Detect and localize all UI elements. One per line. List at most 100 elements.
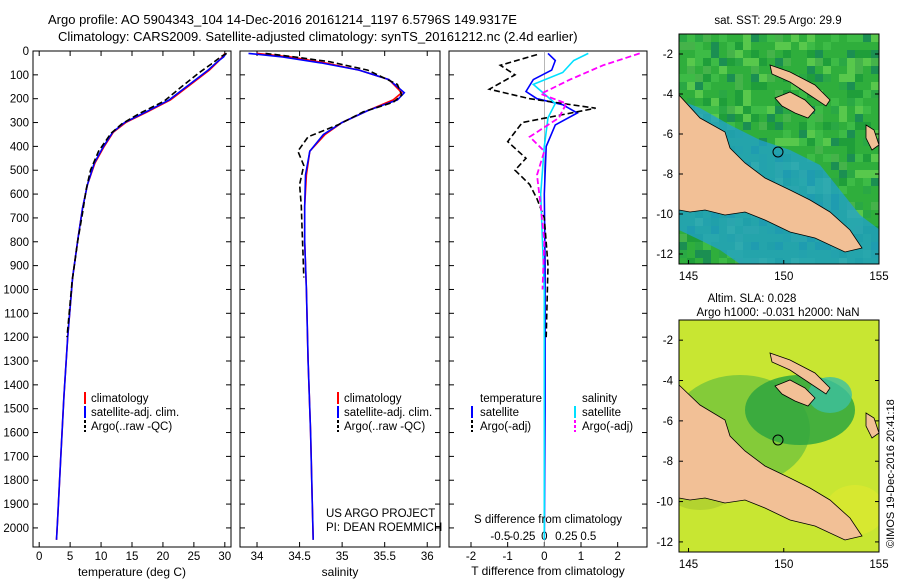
sst-cell	[703, 58, 711, 66]
sst-cell	[743, 114, 751, 122]
difference-series	[487, 51, 640, 547]
salinity-satellite-line	[248, 52, 406, 540]
sst-cell	[847, 58, 855, 66]
s-satellite-diff-line	[531, 52, 589, 540]
temperature-argo-line	[66, 52, 228, 338]
sst-cell	[847, 170, 855, 178]
salinity-series	[248, 52, 406, 540]
sst-cell	[679, 234, 687, 242]
pi-label: PI: DEAN ROEMMICH	[326, 522, 442, 534]
legend-argo-label: Argo(..raw -QC)	[344, 421, 425, 433]
sst-cell	[775, 90, 783, 98]
sst-cell	[799, 90, 807, 98]
sst-cell	[815, 50, 823, 58]
sst-cell	[687, 34, 695, 42]
sst-cell	[863, 58, 871, 66]
sst-cell	[847, 98, 855, 106]
legend-t-argo-label: Argo(-adj)	[480, 421, 531, 433]
sst-cell	[751, 50, 759, 58]
s-difference-tick-label: 0.25	[555, 531, 577, 543]
sst-cell	[855, 66, 863, 74]
sst-cell	[767, 50, 775, 58]
sst-cell	[847, 66, 855, 74]
sst-cell	[727, 114, 735, 122]
sst-cell	[855, 114, 863, 122]
sst-cell	[831, 34, 839, 42]
sst-cell	[751, 66, 759, 74]
map-lat-tick-label: -8	[663, 456, 673, 468]
sst-bougainville-land	[865, 124, 879, 151]
project-label: US ARGO PROJECT	[326, 508, 435, 520]
sla-map-title1: Altim. SLA: 0.028	[708, 293, 797, 305]
sst-new-britain-land	[774, 91, 816, 119]
sst-cell	[759, 58, 767, 66]
sst-cell	[783, 114, 791, 122]
sst-cell	[839, 58, 847, 66]
sst-cell	[735, 90, 743, 98]
sst-cell	[719, 114, 727, 122]
sst-cell	[743, 122, 751, 130]
sla-new-ireland-land	[769, 352, 831, 395]
sst-cell	[871, 202, 879, 210]
legend-s-argo-label: Argo(-adj)	[582, 421, 633, 433]
s-difference-label: S difference from climatology	[474, 514, 622, 526]
salinity-xlabel: salinity	[322, 565, 359, 579]
sst-cell	[703, 74, 711, 82]
sst-cell	[767, 106, 775, 114]
sst-cell	[863, 34, 871, 42]
sst-map: sat. SST: 29.5 Argo: 29.9 -2 -4 -6 -8 -10 -12…	[656, 15, 888, 283]
salinity-tick-label: 35	[336, 551, 349, 563]
header-line1: Argo profile: AO 5904343_104 14-Dec-2016…	[48, 12, 517, 27]
sla-new-britain-land	[774, 379, 816, 407]
depth-tick-label: 700	[10, 213, 29, 225]
sst-cell	[855, 50, 863, 58]
header-line2: Climatology: CARS2009. Satellite-adjuste…	[58, 29, 578, 44]
sst-cell	[679, 34, 687, 42]
depth-tick-label: 1100	[4, 308, 29, 320]
sst-cell	[839, 106, 847, 114]
map-lat-tick-label: -2	[663, 49, 673, 61]
sst-cell	[743, 90, 751, 98]
sst-cell	[831, 154, 839, 162]
map-lat-tick-label: -12	[656, 249, 673, 261]
depth-tick-label: 1400	[3, 380, 29, 392]
sst-cell	[823, 74, 831, 82]
sst-cell	[775, 138, 783, 146]
sst-cell	[855, 58, 863, 66]
sst-cell	[807, 34, 815, 42]
map-lat-tick-label: -10	[656, 497, 673, 509]
sst-cell	[743, 106, 751, 114]
sst-cell	[743, 58, 751, 66]
map-lon-tick-label: 150	[774, 559, 793, 571]
sst-cell	[831, 162, 839, 170]
salinity-panel: 34 34.5 35 35.5 36 salinity climatology sate…	[239, 50, 442, 579]
sst-cell	[719, 66, 727, 74]
sst-cell	[703, 98, 711, 106]
legend-clim-label: climatology	[344, 393, 402, 405]
sst-cell	[863, 186, 871, 194]
t-satellite-diff-line	[524, 52, 579, 540]
sst-cell	[695, 58, 703, 66]
salinity-argo-line	[265, 52, 403, 278]
sst-cell	[759, 34, 767, 42]
sst-cell	[783, 58, 791, 66]
sst-cell	[759, 106, 767, 114]
sst-cell	[679, 242, 687, 250]
sst-cell	[695, 74, 703, 82]
sst-new-ireland-land	[769, 64, 831, 107]
salinity-ticks: 34 34.5 35 35.5 36	[240, 50, 440, 563]
map-lat-tick-label: -6	[663, 416, 673, 428]
sst-cell	[799, 130, 807, 138]
sst-cell	[815, 114, 823, 122]
map-lat-tick-label: -4	[663, 89, 674, 101]
sst-cell	[823, 58, 831, 66]
sst-cell	[735, 98, 743, 106]
sst-cell	[855, 154, 863, 162]
sst-cell	[695, 34, 703, 42]
temperature-plot-frame	[32, 50, 232, 548]
temperature-panel: 0100200300400500600700800900100011001200…	[3, 46, 232, 579]
salinity-tick-label: 35.5	[373, 551, 395, 563]
sst-cell	[807, 114, 815, 122]
map-lat-tick-label: -6	[663, 129, 673, 141]
sst-cell	[695, 50, 703, 58]
